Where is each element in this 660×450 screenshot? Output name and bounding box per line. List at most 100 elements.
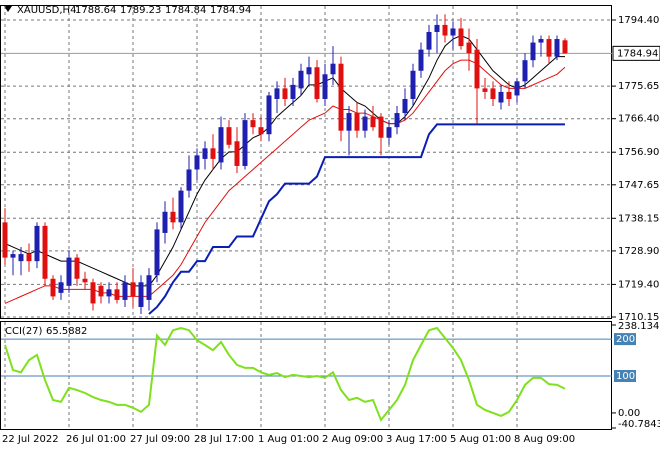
- ohlc-value: 1789.23: [120, 5, 161, 16]
- candle-body: [314, 67, 320, 99]
- current-price-label: 1784.94: [617, 48, 658, 59]
- candle-body: [58, 282, 64, 293]
- candle-body: [218, 127, 224, 163]
- candle-body: [210, 148, 216, 159]
- candle-body: [538, 39, 544, 43]
- candle-body: [226, 127, 232, 145]
- candle-body: [42, 225, 48, 279]
- collapse-icon[interactable]: [4, 6, 12, 12]
- candle-body: [514, 81, 520, 96]
- x-tick-label: 3 Aug 17:00: [386, 434, 447, 445]
- candle-body: [170, 211, 176, 223]
- candle-body: [546, 39, 552, 57]
- y-tick-label: -40.7843: [618, 419, 660, 430]
- candle-body: [82, 278, 88, 283]
- main-panel: [0, 5, 612, 319]
- y-tick-label: 1719.40: [618, 279, 659, 290]
- candle-body: [282, 88, 288, 99]
- candle-body: [450, 28, 456, 36]
- level-label-box: [614, 333, 636, 346]
- x-tick-label: 2 Aug 09:00: [322, 434, 383, 445]
- indicator-line: [4, 326, 566, 422]
- candle-body: [530, 42, 536, 61]
- candle-body: [106, 289, 112, 297]
- ohlc-value: 1788.64: [75, 5, 116, 16]
- y-tick-label: 238.1341: [618, 321, 660, 332]
- y-tick-label: 1775.65: [618, 81, 659, 92]
- candle-body: [466, 42, 472, 54]
- candle-body: [98, 285, 104, 297]
- y-tick-label: 1747.65: [618, 180, 659, 191]
- candle-body: [482, 88, 488, 92]
- x-tick-label: 28 Jul 17:00: [194, 434, 254, 445]
- candle-body: [362, 116, 368, 131]
- candle-body: [178, 190, 184, 223]
- candle-body: [322, 74, 328, 99]
- candle-body: [378, 116, 384, 138]
- candle-body: [338, 63, 344, 131]
- candle-body: [130, 282, 136, 297]
- y-tick-label: 1710.15: [618, 312, 659, 323]
- candle-body: [402, 98, 408, 114]
- indicator-line: [4, 59, 566, 304]
- candle-body: [490, 88, 496, 99]
- candle-body: [138, 282, 144, 307]
- level-label-box: [614, 370, 636, 383]
- price-label-box: [612, 45, 660, 61]
- candle-body: [394, 113, 400, 128]
- candle-body: [154, 229, 160, 276]
- candle-body: [2, 222, 8, 258]
- x-tick-label: 22 Jul 2022: [2, 434, 59, 445]
- x-tick-label: 8 Aug 09:00: [514, 434, 575, 445]
- candle-body: [74, 257, 80, 279]
- candle-body: [290, 84, 296, 99]
- candle-body: [458, 28, 464, 47]
- level-label: 200: [616, 334, 635, 345]
- cci-value: 65.5882: [46, 326, 87, 337]
- x-tick-label: 27 Jul 09:00: [130, 434, 190, 445]
- candle-body: [354, 113, 360, 131]
- candle-body: [90, 282, 96, 304]
- candle-body: [434, 24, 440, 32]
- x-tick-label: 1 Aug 01:00: [258, 434, 319, 445]
- candle-body: [66, 257, 72, 286]
- x-tick-label: 5 Aug 01:00: [450, 434, 511, 445]
- ohlc-value: 1784.94: [210, 5, 251, 16]
- candle-body: [10, 254, 16, 258]
- indicator-line: [4, 34, 565, 287]
- candle-body: [34, 225, 40, 262]
- candle-body: [426, 31, 432, 50]
- candle-body: [562, 40, 568, 54]
- cci-title: CCI(27): [5, 326, 43, 337]
- candle-body: [194, 155, 200, 170]
- candle-body: [522, 60, 528, 82]
- y-tick-label: 0.00: [618, 408, 640, 419]
- candle-body: [50, 278, 56, 297]
- candle-body: [242, 120, 248, 166]
- candle-body: [370, 116, 376, 128]
- candle-body: [274, 88, 280, 99]
- candle-body: [330, 63, 336, 75]
- ohlc-value: 1784.84: [165, 5, 206, 16]
- candle-body: [554, 39, 560, 57]
- y-tick-label: 1738.15: [618, 213, 659, 224]
- chart-title: XAUUSD,H4: [17, 5, 76, 16]
- candle-body: [234, 141, 240, 166]
- candle-body: [258, 127, 264, 135]
- y-tick-label: 1766.40: [618, 114, 659, 125]
- level-label: 100: [616, 371, 635, 382]
- candle-body: [18, 254, 24, 262]
- candle-body: [442, 24, 448, 36]
- candle-body: [114, 289, 120, 300]
- candle-body: [346, 113, 352, 131]
- candle-body: [410, 70, 416, 99]
- candle-body: [266, 95, 272, 135]
- candle-body: [250, 120, 256, 128]
- candle-body: [146, 275, 152, 300]
- candle-body: [26, 254, 32, 262]
- candle-body: [498, 91, 504, 103]
- candle-body: [122, 282, 128, 300]
- candle-body: [298, 70, 304, 89]
- y-tick-label: 1794.40: [618, 15, 659, 26]
